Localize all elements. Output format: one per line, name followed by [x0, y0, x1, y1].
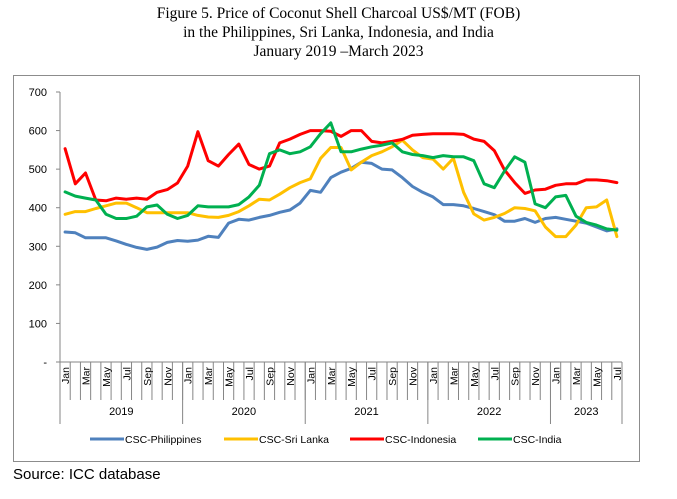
x-month-label: Sep [510, 367, 522, 386]
x-month-label: Mar [448, 367, 460, 386]
x-month-label: Jan [551, 367, 563, 384]
x-month-label: May [591, 366, 603, 387]
x-month-label: Nov [162, 366, 174, 385]
x-month-label: Jul [121, 367, 133, 380]
y-tick-label: 500 [29, 164, 47, 176]
series-line-csc-india [63, 121, 619, 232]
x-month-label: May [469, 366, 481, 387]
y-tick-label: 300 [29, 241, 47, 253]
x-month-label: Jan [60, 367, 72, 384]
chart-title: Figure 5. Price of Coconut Shell Charcoa… [0, 4, 677, 61]
x-month-label: Mar [571, 367, 583, 386]
x-month-label: Mar [81, 367, 93, 386]
legend-label: CSC-Sri Lanka [259, 434, 329, 446]
series-line-csc-philippines [63, 160, 619, 251]
x-month-label: May [101, 366, 113, 387]
title-line-1: Figure 5. Price of Coconut Shell Charcoa… [156, 5, 521, 22]
legend-label: CSC-Philippines [125, 434, 201, 446]
legend-item-csc-philippines: CSC-Philippines [90, 434, 201, 446]
x-month-label: Nov [530, 366, 542, 385]
x-month-label: Nov [408, 366, 420, 385]
x-month-label: Sep [387, 367, 399, 386]
y-tick-label: 400 [29, 203, 47, 215]
x-month-label: Jul [367, 367, 379, 380]
legend-label: CSC-Indonesia [385, 434, 456, 446]
title-line-3: January 2019 –March 2023 [253, 43, 424, 60]
x-month-label: May [224, 366, 236, 387]
y-tick-label: 100 [29, 318, 47, 330]
year-label: 2023 [574, 406, 598, 418]
y-axis: - 100 200 300 400 500 600 700 [29, 87, 61, 369]
x-month-label: Jan [305, 367, 317, 384]
x-month-label: Mar [203, 367, 215, 386]
x-month-label: Jan [183, 367, 195, 384]
source-note: Source: ICC database [13, 466, 161, 483]
year-label: 2020 [232, 406, 256, 418]
x-month-label: Jan [428, 367, 440, 384]
y-tick-label: 700 [29, 87, 47, 99]
series-line-csc-indonesia [63, 129, 619, 203]
x-month-label: Jul [489, 367, 501, 380]
x-month-label: Jul [244, 367, 256, 380]
x-month-label: Nov [285, 366, 297, 385]
y-tick-label: 200 [29, 280, 47, 292]
legend-item-csc-sri-lanka: CSC-Sri Lanka [224, 434, 329, 446]
x-month-label: Sep [264, 367, 276, 386]
y-tick-label: 600 [29, 126, 47, 138]
year-label: 2019 [109, 406, 133, 418]
year-label: 2022 [477, 406, 501, 418]
legend-item-csc-indonesia: CSC-Indonesia [350, 434, 456, 446]
legend-item-csc-india: CSC-India [478, 434, 562, 446]
year-label: 2021 [354, 406, 378, 418]
legend-label: CSC-India [513, 434, 562, 446]
y-tick-label: - [43, 357, 47, 369]
x-month-label: Jul [612, 367, 624, 380]
x-month-label: Sep [142, 367, 154, 386]
series-lines [63, 121, 619, 251]
x-month-label: Mar [326, 367, 338, 386]
legend: CSC-Philippines CSC-Sri Lanka CSC-Indonesi… [90, 434, 562, 446]
chart-frame [13, 75, 640, 462]
title-line-2: in the Philippines, Sri Lanka, Indonesia… [183, 24, 494, 41]
x-month-label: May [346, 366, 358, 387]
x-axis: Jan Mar May Jul Sep Nov Jan Mar May Jul Sep Nov Jan M… [59, 361, 624, 424]
